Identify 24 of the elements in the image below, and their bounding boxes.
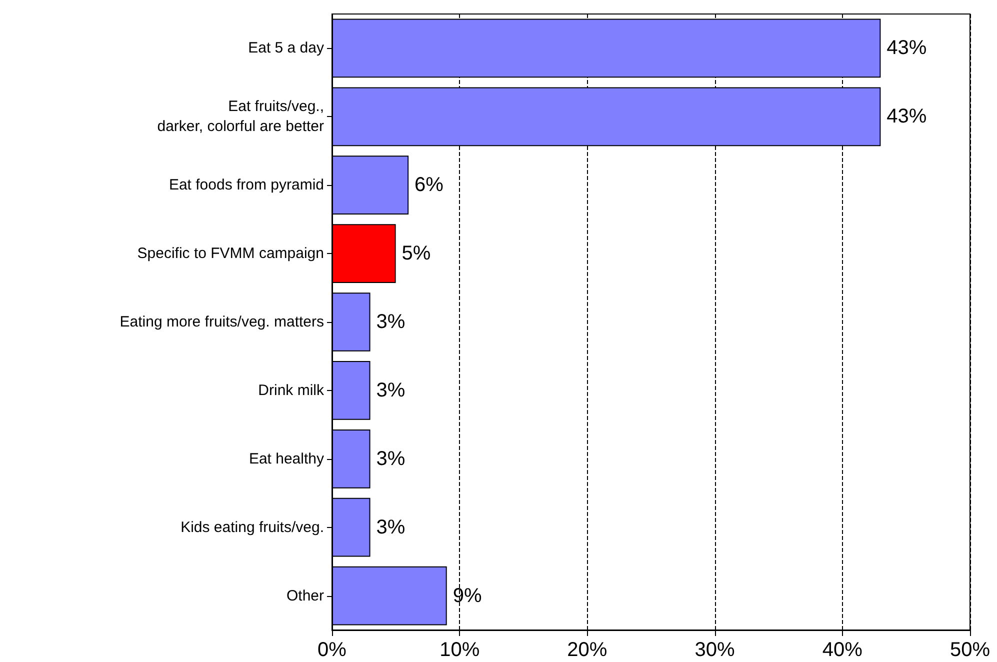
data-label: 3% (376, 311, 406, 333)
data-label: 9% (452, 584, 482, 607)
data-label: 3% (376, 379, 406, 402)
data-label: 5% (402, 242, 431, 265)
y-tick-label: Eat fruits/veg., darker, colorful are better (157, 98, 324, 136)
y-tick-label: Other (286, 587, 324, 604)
x-tick-label: 20% (567, 639, 608, 661)
data-label: 3% (376, 448, 406, 470)
y-tick-label: Eat foods from pyramid (168, 176, 324, 194)
x-tick-label: 10% (440, 639, 480, 661)
x-tick-label: 40% (822, 639, 863, 661)
y-tick-label: Drink milk (258, 382, 324, 399)
data-label: 43% (886, 106, 927, 128)
x-tick-label: 0% (318, 639, 347, 661)
y-tick-label: Eat healthy (248, 450, 324, 468)
y-tick-label: Eating more fruits/veg. matters (120, 314, 324, 330)
data-label: 6% (414, 174, 444, 196)
x-tick-label: 50% (950, 639, 990, 661)
y-tick-label: Eat 5 a day (248, 40, 324, 57)
data-label: 43% (886, 37, 927, 60)
y-tick-label: Specific to FVMM campaign (137, 245, 324, 262)
y-tick-label: Kids eating fruits/veg. (180, 518, 324, 536)
data-label: 3% (376, 516, 406, 538)
x-tick-label: 30% (694, 639, 736, 661)
